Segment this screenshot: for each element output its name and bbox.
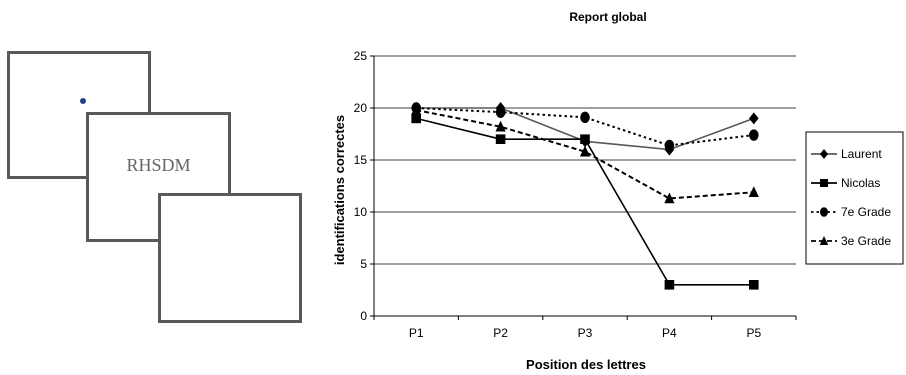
legend-marker xyxy=(819,236,829,245)
chart-legend: Laurent Nicolas 7e Grade 3e Grade xyxy=(805,131,904,265)
stimulus-letters: RHSDM xyxy=(126,155,191,175)
x-tick-label: P5 xyxy=(746,326,761,340)
series-line xyxy=(416,109,754,200)
data-point xyxy=(495,106,506,118)
data-point xyxy=(749,129,759,141)
legend-marker xyxy=(820,207,828,217)
y-tick-label: 25 xyxy=(354,49,368,63)
x-tick-label: P2 xyxy=(493,326,508,340)
x-tick-label: P3 xyxy=(578,326,593,340)
data-point xyxy=(495,134,506,144)
data-point xyxy=(579,145,591,157)
chart-grid xyxy=(374,55,796,265)
fixation-dot xyxy=(80,98,86,104)
legend-marker xyxy=(820,179,828,187)
data-point xyxy=(411,104,422,115)
y-tick-labels: 0 5 10 15 20 25 xyxy=(354,49,368,323)
y-tick-label: 0 xyxy=(360,309,367,323)
data-point xyxy=(664,192,675,204)
y-tick-label: 10 xyxy=(354,205,368,219)
y-tick-label: 20 xyxy=(354,101,368,115)
y-tick-label: 5 xyxy=(360,257,367,271)
chart-series xyxy=(411,102,759,290)
data-point xyxy=(411,113,421,124)
series-line xyxy=(416,107,754,147)
x-tick-labels: P1 P2 P3 P4 P5 xyxy=(409,326,762,340)
line-chart: Report global 0 5 10 15 20 25 P1 P2 P3 P4 P5 Posi… xyxy=(332,10,904,372)
legend-marker xyxy=(820,149,828,159)
x-axis-title: Position des lettres xyxy=(526,357,646,372)
legend-label: Laurent xyxy=(841,147,882,161)
data-point xyxy=(580,111,590,124)
legend-label: 3e Grade xyxy=(841,234,891,248)
data-point xyxy=(495,120,506,132)
y-tick-label: 15 xyxy=(354,153,368,167)
chart-axes xyxy=(370,55,797,320)
x-tick-label: P1 xyxy=(409,326,424,340)
legend-label: Nicolas xyxy=(841,176,880,190)
data-point xyxy=(749,112,759,125)
data-point xyxy=(749,280,759,290)
chart-title: Report global xyxy=(569,10,646,24)
data-point xyxy=(748,186,759,198)
legend-label: 7e Grade xyxy=(841,205,891,219)
mask-frame xyxy=(158,193,302,323)
x-tick-label: P4 xyxy=(662,326,677,340)
data-point xyxy=(580,134,590,144)
y-axis-title: identifications correctes xyxy=(332,115,347,265)
data-point xyxy=(664,139,675,152)
data-point xyxy=(664,280,675,290)
